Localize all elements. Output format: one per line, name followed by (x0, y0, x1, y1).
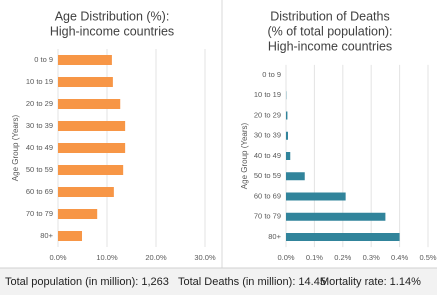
bar (286, 131, 288, 140)
footer-band (0, 268, 437, 295)
bar (58, 55, 112, 65)
y-tick-label: 40 to 49 (26, 143, 53, 152)
y-tick-label: 80+ (40, 231, 53, 240)
x-tick-label: 30.0% (194, 253, 216, 262)
y-tick-label: 40 to 49 (254, 151, 281, 160)
chart-title: Distribution of Deaths (270, 9, 390, 23)
y-tick-label: 60 to 69 (26, 187, 53, 196)
bar (58, 77, 113, 87)
y-tick-label: 10 to 19 (254, 90, 281, 99)
bar (286, 212, 386, 221)
footer-deaths: Total Deaths (in million): 14.45 (178, 276, 326, 288)
bar (58, 99, 121, 109)
footer-mortality: Mortality rate: 1.14% (320, 276, 421, 288)
y-axis-label: Age Group (Years) (11, 114, 20, 181)
footer-population: Total population (in million): 1,263 (5, 276, 169, 288)
y-tick-label: 50 to 59 (26, 165, 53, 174)
x-tick-label: 0.4% (391, 253, 408, 262)
bar (58, 143, 126, 153)
y-tick-label: 60 to 69 (254, 191, 281, 200)
x-tick-label: 0.0% (49, 253, 66, 262)
bar (286, 152, 291, 160)
chart-title: (% of total population): (267, 24, 392, 38)
y-tick-label: 70 to 79 (254, 212, 281, 221)
y-tick-label: 30 to 39 (254, 131, 281, 140)
x-tick-label: 20.0% (145, 253, 167, 262)
x-tick-label: 0.2% (334, 253, 351, 262)
y-tick-label: 0 to 9 (262, 70, 281, 79)
bar (58, 121, 126, 131)
x-tick-label: 10.0% (96, 253, 118, 262)
bar (58, 209, 98, 219)
y-tick-label: 20 to 29 (254, 110, 281, 119)
bar (286, 233, 400, 241)
y-tick-label: 20 to 29 (26, 99, 53, 108)
y-axis-label: Age Group (Years) (240, 122, 249, 189)
x-tick-label: 0.3% (363, 253, 380, 262)
y-tick-label: 0 to 9 (34, 55, 53, 64)
y-tick-label: 80+ (268, 232, 281, 241)
y-tick-label: 30 to 39 (26, 121, 53, 130)
y-tick-label: 10 to 19 (26, 77, 53, 86)
y-tick-label: 70 to 79 (26, 209, 53, 218)
y-tick-label: 50 to 59 (254, 171, 281, 180)
x-tick-label: 0.5% (419, 253, 436, 262)
chart-title: High-income countries (50, 24, 174, 38)
bar (58, 231, 83, 241)
chart-title: Age Distribution (%): (55, 9, 170, 23)
bar (286, 192, 346, 201)
bar (58, 165, 124, 175)
chart-title: High-income countries (268, 39, 392, 53)
bar (286, 172, 305, 181)
x-tick-label: 0.1% (306, 253, 323, 262)
bar (58, 187, 114, 197)
x-tick-label: 0.0% (277, 253, 294, 262)
bar (286, 111, 288, 120)
